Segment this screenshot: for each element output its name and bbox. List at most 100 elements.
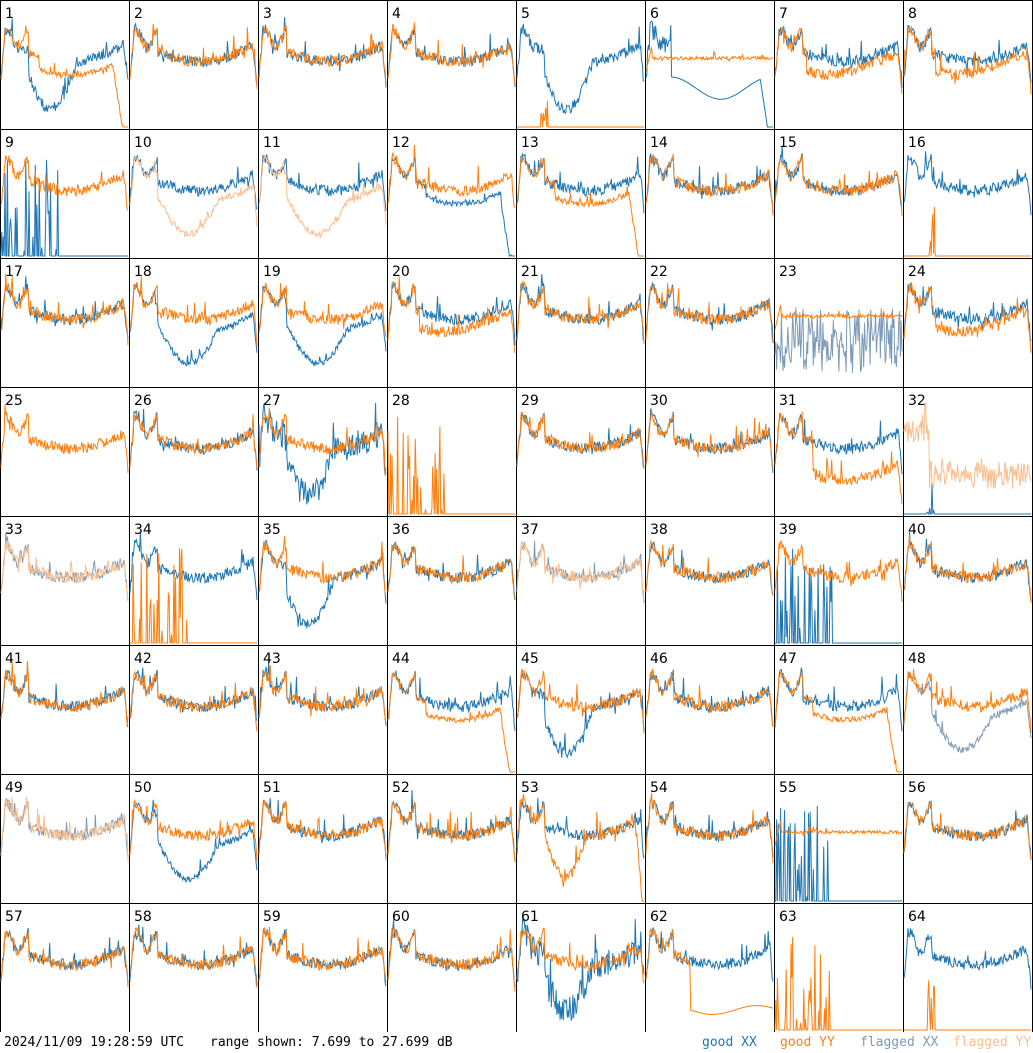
spectrum-panel-59: 59 [258,903,388,1032]
series-good-xx [903,800,1032,860]
panel-frame [645,0,775,130]
panel-label: 53 [521,780,539,796]
series-good-xx [645,926,774,982]
series-good-xx [516,273,645,341]
series-good-yy [516,927,645,984]
panel-label: 28 [392,393,410,409]
series-good-yy [0,273,129,346]
panel-label: 16 [908,135,926,151]
series-good-yy [258,535,387,598]
series-good-xx [645,20,773,128]
series-good-xx [129,408,258,471]
panel-label: 22 [650,264,668,280]
series-good-xx [516,798,645,859]
spectrum-panel-54: 54 [645,774,775,904]
panel-label: 47 [779,651,797,667]
panel-frame [129,0,259,130]
series-good-yy [903,25,1032,95]
panel-label: 2 [134,6,143,22]
series-flagged-yy [129,155,258,238]
panel-label: 54 [650,780,668,796]
series-good-yy [774,937,902,1031]
series-good-xx [0,159,128,257]
series-flagged-xx [0,533,129,601]
spectrum-panel-12: 12 [387,129,517,259]
series-good-xx [387,281,516,346]
panel-frame [516,0,646,130]
spectrum-panel-47: 47 [774,645,904,775]
panel-label: 40 [908,522,926,538]
spectrum-panel-15: 15 [774,129,904,259]
panel-label: 29 [521,393,539,409]
series-good-yy [774,672,902,773]
series-flagged-xx [516,540,645,604]
timestamp: 2024/11/09 19:28:59 UTC [4,1035,185,1050]
spectrum-panel-9: 9 [0,129,130,259]
panel-frame [0,129,130,259]
spectrum-panel-4: 4 [387,0,517,130]
spectrum-panel-14: 14 [645,129,775,259]
panel-label: 44 [392,651,410,667]
panel-label: 6 [650,6,659,22]
series-good-yy [258,800,387,861]
panel-label: 32 [908,393,926,409]
series-good-xx [387,27,516,88]
spectrum-panel-62: 62 [645,903,775,1032]
series-good-yy [130,548,257,644]
spectrum-panel-40: 40 [903,516,1033,646]
panel-label: 63 [779,909,797,925]
series-good-xx [775,805,902,902]
spectrum-panel-30: 30 [645,387,775,517]
series-good-yy [129,23,258,89]
series-good-xx [774,412,903,475]
spectrum-panel-49: 49 [0,774,130,904]
panel-label: 13 [521,135,539,151]
series-good-yy [774,304,903,330]
series-flagged-yy [0,797,129,862]
panel-label: 41 [5,651,23,667]
spectrum-panel-52: 52 [387,774,517,904]
series-good-xx [904,482,1031,516]
series-good-yy [516,156,644,257]
panel-label: 20 [392,264,410,280]
spectrum-panel-41: 41 [0,645,130,775]
series-good-xx [129,22,258,85]
series-good-yy [258,282,387,338]
series-good-xx [258,153,387,212]
spectrum-panel-55: 55 [774,774,904,904]
spectrum-panel-50: 50 [129,774,259,904]
series-good-yy [129,412,258,468]
panel-label: 23 [779,264,797,280]
series-good-yy [645,283,774,341]
panel-label: 5 [521,6,530,22]
panel-label: 9 [5,135,14,151]
series-good-yy [516,410,645,469]
series-flagged-yy [258,155,387,239]
spectrum-panel-34: 34 [129,516,259,646]
panel-frame [258,0,388,130]
series-good-yy [129,798,258,861]
spectrum-panel-18: 18 [129,258,259,388]
series-good-xx [258,284,387,367]
panel-frame [903,0,1033,130]
panel-label: 52 [392,780,410,796]
series-good-xx [258,539,387,629]
spectrum-panel-36: 36 [387,516,517,646]
spectrum-panel-27: 27 [258,387,388,517]
series-good-yy [0,403,129,474]
series-good-yy [645,927,774,1015]
panel-label: 58 [134,909,152,925]
series-good-xx [258,402,387,505]
spectrum-panel-29: 29 [516,387,646,517]
panel-frame [774,0,904,130]
series-good-yy [387,542,516,598]
panel-label: 61 [521,909,539,925]
spectrum-panel-42: 42 [129,645,259,775]
spectrum-panel-20: 20 [387,258,517,388]
spectrum-panel-56: 56 [903,774,1033,904]
series-flagged-yy [516,540,645,601]
series-good-yy [129,276,258,347]
spectrum-panel-23: 23 [774,258,904,388]
series-good-xx [516,917,645,1021]
